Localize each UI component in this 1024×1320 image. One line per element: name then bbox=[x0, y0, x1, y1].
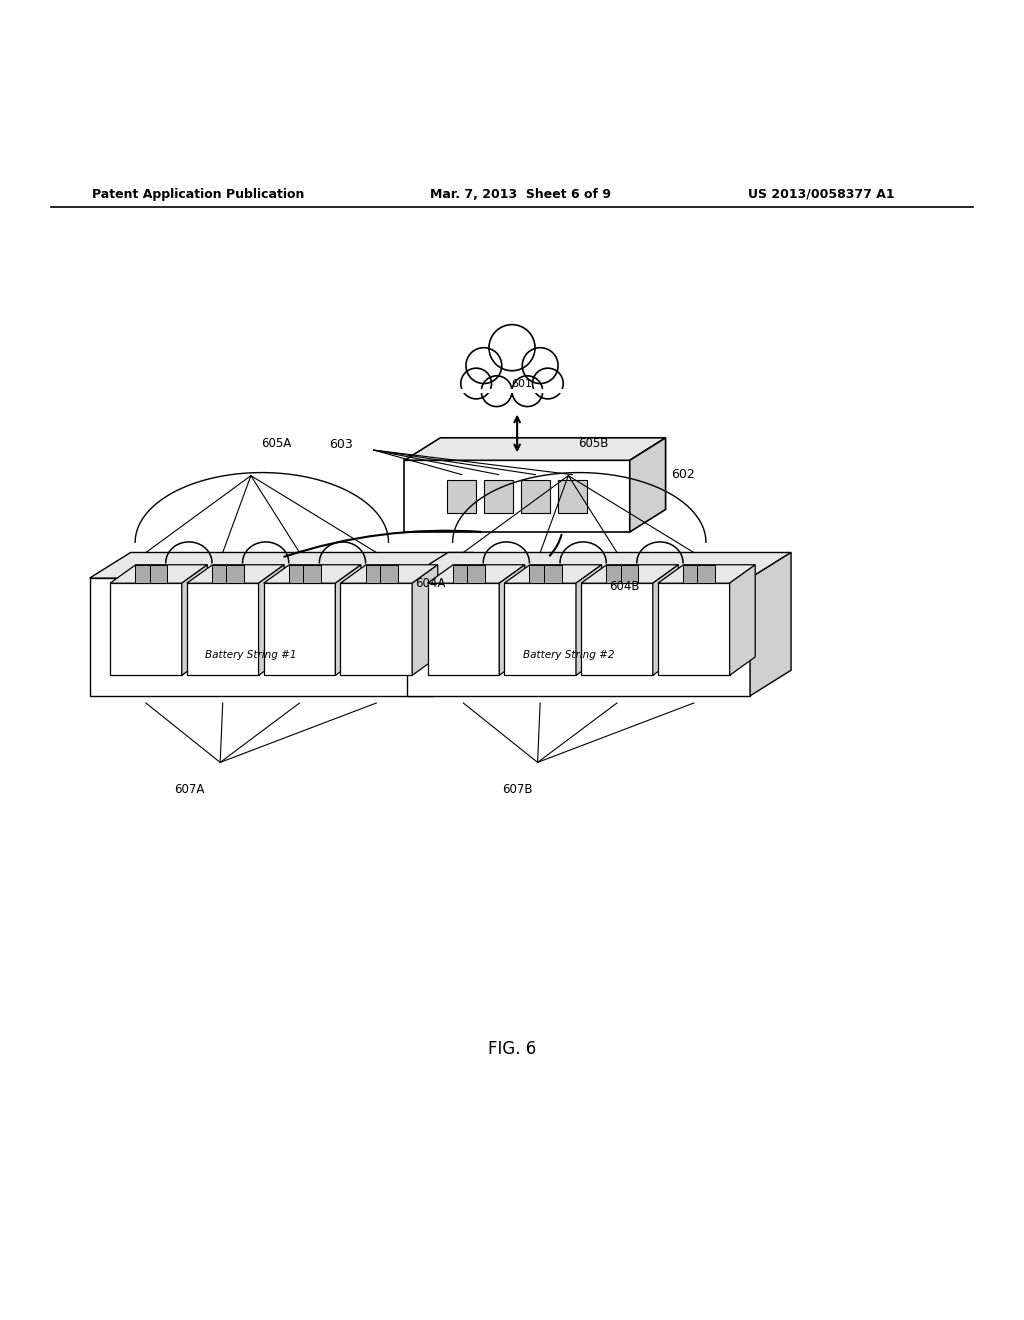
Polygon shape bbox=[653, 565, 678, 676]
Text: Battery String #2: Battery String #2 bbox=[522, 649, 614, 660]
Polygon shape bbox=[380, 565, 397, 583]
Polygon shape bbox=[657, 583, 729, 676]
Polygon shape bbox=[186, 583, 258, 676]
Circle shape bbox=[466, 347, 502, 384]
Circle shape bbox=[481, 376, 512, 407]
Text: US 2013/0058377 A1: US 2013/0058377 A1 bbox=[748, 187, 894, 201]
Polygon shape bbox=[581, 583, 653, 676]
Polygon shape bbox=[182, 565, 207, 676]
Text: 602: 602 bbox=[671, 469, 694, 482]
Text: Battery String #1: Battery String #1 bbox=[205, 649, 297, 660]
Circle shape bbox=[461, 368, 492, 399]
Text: 607A: 607A bbox=[174, 783, 205, 796]
Polygon shape bbox=[484, 479, 513, 512]
Polygon shape bbox=[581, 565, 678, 583]
Circle shape bbox=[512, 376, 543, 407]
Polygon shape bbox=[558, 479, 587, 512]
Polygon shape bbox=[90, 553, 473, 578]
Polygon shape bbox=[340, 583, 412, 676]
Polygon shape bbox=[499, 565, 524, 676]
Polygon shape bbox=[110, 583, 182, 676]
Polygon shape bbox=[467, 565, 485, 583]
Polygon shape bbox=[521, 479, 550, 512]
Polygon shape bbox=[529, 565, 547, 583]
Text: 607B: 607B bbox=[502, 783, 532, 796]
Polygon shape bbox=[504, 565, 602, 583]
Polygon shape bbox=[340, 565, 438, 583]
Text: 604A: 604A bbox=[415, 577, 445, 590]
Polygon shape bbox=[407, 553, 791, 578]
Circle shape bbox=[532, 368, 563, 399]
Polygon shape bbox=[427, 583, 499, 676]
Text: 603: 603 bbox=[330, 438, 353, 451]
Polygon shape bbox=[258, 565, 285, 676]
Polygon shape bbox=[336, 565, 361, 676]
Text: 605A: 605A bbox=[261, 437, 292, 450]
Polygon shape bbox=[504, 583, 575, 676]
Polygon shape bbox=[212, 565, 229, 583]
Text: 604B: 604B bbox=[609, 579, 640, 593]
Polygon shape bbox=[226, 565, 244, 583]
Polygon shape bbox=[135, 565, 153, 583]
Polygon shape bbox=[544, 565, 561, 583]
Polygon shape bbox=[289, 565, 307, 583]
Text: FIG. 6: FIG. 6 bbox=[487, 1040, 537, 1059]
Polygon shape bbox=[575, 565, 602, 676]
Polygon shape bbox=[264, 583, 336, 676]
Polygon shape bbox=[110, 565, 207, 583]
Polygon shape bbox=[303, 565, 322, 583]
Polygon shape bbox=[186, 565, 285, 583]
Polygon shape bbox=[657, 565, 755, 583]
Polygon shape bbox=[621, 565, 638, 583]
Polygon shape bbox=[447, 479, 476, 512]
Polygon shape bbox=[697, 565, 715, 583]
Text: 605B: 605B bbox=[579, 437, 609, 450]
Polygon shape bbox=[366, 565, 384, 583]
Polygon shape bbox=[683, 565, 700, 583]
Text: 601: 601 bbox=[512, 379, 532, 388]
Polygon shape bbox=[729, 565, 755, 676]
Polygon shape bbox=[407, 578, 750, 696]
Polygon shape bbox=[412, 565, 438, 676]
Polygon shape bbox=[150, 565, 167, 583]
Circle shape bbox=[522, 347, 558, 384]
Polygon shape bbox=[404, 438, 666, 461]
Polygon shape bbox=[432, 553, 473, 696]
Circle shape bbox=[489, 325, 535, 371]
Polygon shape bbox=[90, 578, 432, 696]
Polygon shape bbox=[630, 438, 666, 532]
Polygon shape bbox=[453, 565, 470, 583]
Polygon shape bbox=[404, 461, 630, 532]
Polygon shape bbox=[264, 565, 361, 583]
Polygon shape bbox=[606, 565, 624, 583]
Polygon shape bbox=[427, 565, 524, 583]
Polygon shape bbox=[750, 553, 791, 696]
Text: Mar. 7, 2013  Sheet 6 of 9: Mar. 7, 2013 Sheet 6 of 9 bbox=[430, 187, 611, 201]
Text: Patent Application Publication: Patent Application Publication bbox=[92, 187, 304, 201]
